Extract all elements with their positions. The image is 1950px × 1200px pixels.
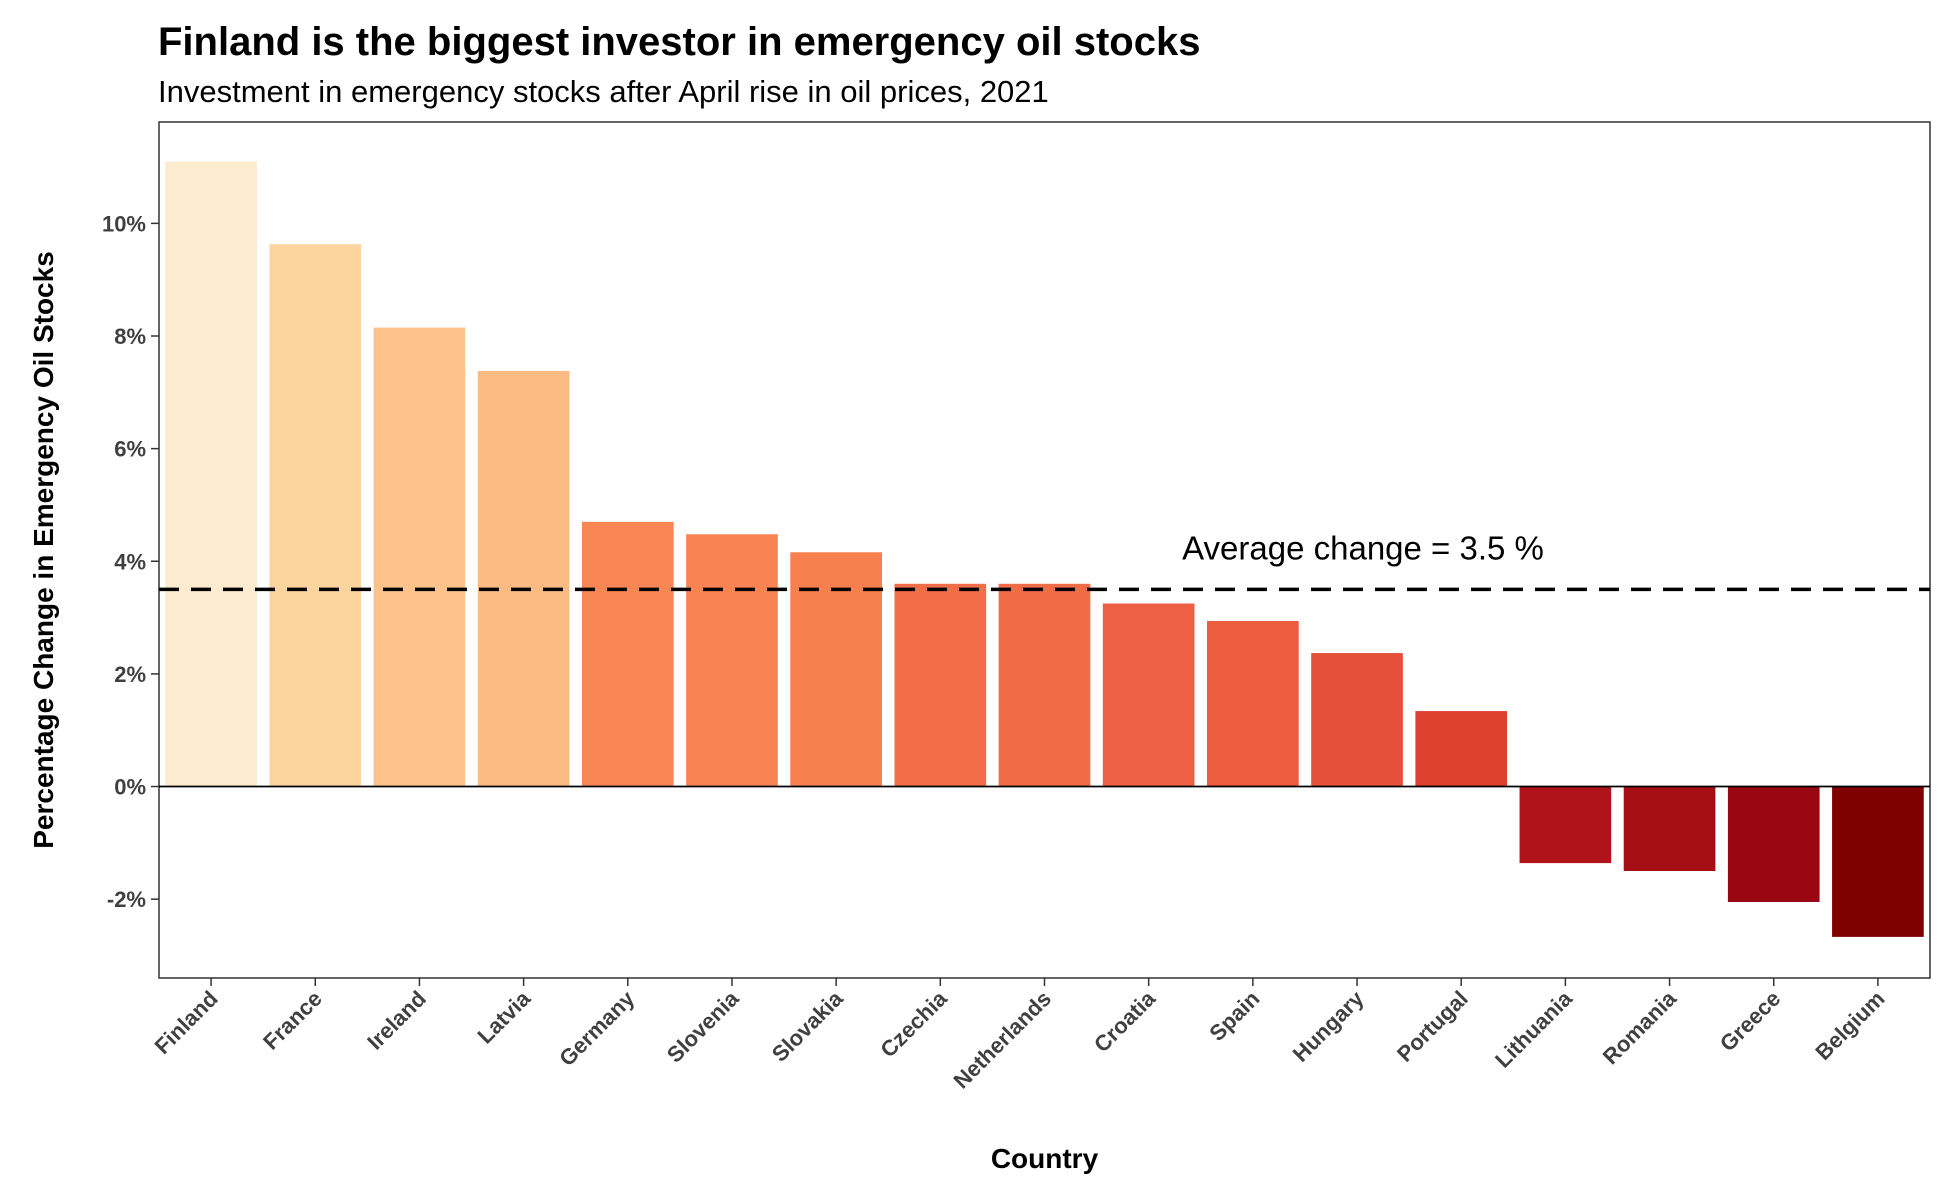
- bar-czechia: [894, 583, 987, 787]
- bar-latvia: [477, 370, 570, 787]
- average-annotation: Average change = 3.5 %: [1182, 529, 1544, 566]
- x-axis-title: Country: [991, 1143, 1099, 1174]
- x-tick-label: Germany: [554, 985, 640, 1071]
- bar-belgium: [1832, 786, 1924, 937]
- bar-slovenia: [686, 534, 778, 787]
- x-tick-label: Portugal: [1392, 986, 1473, 1067]
- x-tick-label: Slovakia: [767, 985, 848, 1066]
- x-tick-label: Spain: [1204, 986, 1264, 1046]
- bar-germany: [581, 521, 674, 787]
- bar-lithuania: [1519, 786, 1612, 864]
- bar-greece: [1727, 786, 1820, 902]
- bars: [165, 161, 1924, 937]
- bar-spain: [1207, 620, 1299, 787]
- x-tick-label: Lithuania: [1490, 985, 1577, 1072]
- y-tick-label: 0%: [114, 775, 146, 800]
- y-tick-label: -2%: [107, 887, 146, 912]
- bar-croatia: [1102, 603, 1195, 787]
- chart-title: Finland is the biggest investor in emerg…: [158, 20, 1201, 64]
- x-tick-label: Ireland: [362, 986, 431, 1055]
- bar-netherlands: [998, 583, 1091, 787]
- bar-portugal: [1415, 711, 1508, 787]
- bar-ireland: [373, 327, 466, 787]
- bar-hungary: [1311, 653, 1403, 787]
- y-tick-label: 8%: [114, 324, 146, 349]
- x-tick-label: Croatia: [1089, 985, 1161, 1057]
- y-axis-title: Percentage Change in Emergency Oil Stock…: [28, 251, 59, 849]
- x-tick-label: Slovenia: [662, 985, 744, 1067]
- x-tick-label: Netherlands: [948, 986, 1056, 1094]
- y-tick-label: 2%: [114, 662, 146, 687]
- y-axis: -2% 0% 2% 4% 6% 8% 10%: [102, 211, 159, 912]
- y-tick-label: 4%: [114, 549, 146, 574]
- bar-finland: [165, 161, 257, 787]
- x-axis: Finland France Ireland Latvia Germany Sloveni…: [150, 978, 1889, 1094]
- x-tick-label: Latvia: [473, 985, 536, 1048]
- chart-subtitle: Investment in emergency stocks after Apr…: [158, 74, 1049, 109]
- x-tick-label: Finland: [150, 986, 223, 1059]
- y-tick-label: 10%: [102, 211, 146, 236]
- bar-slovakia: [790, 552, 882, 787]
- x-tick-label: France: [258, 986, 327, 1055]
- x-tick-label: Belgium: [1810, 986, 1889, 1065]
- bar-romania: [1623, 786, 1716, 871]
- x-tick-label: Greece: [1715, 986, 1785, 1056]
- x-tick-label: Czechia: [875, 985, 952, 1062]
- bar-france: [269, 244, 362, 787]
- x-tick-label: Hungary: [1288, 985, 1369, 1066]
- x-tick-label: Romania: [1598, 985, 1682, 1069]
- y-tick-label: 6%: [114, 437, 146, 462]
